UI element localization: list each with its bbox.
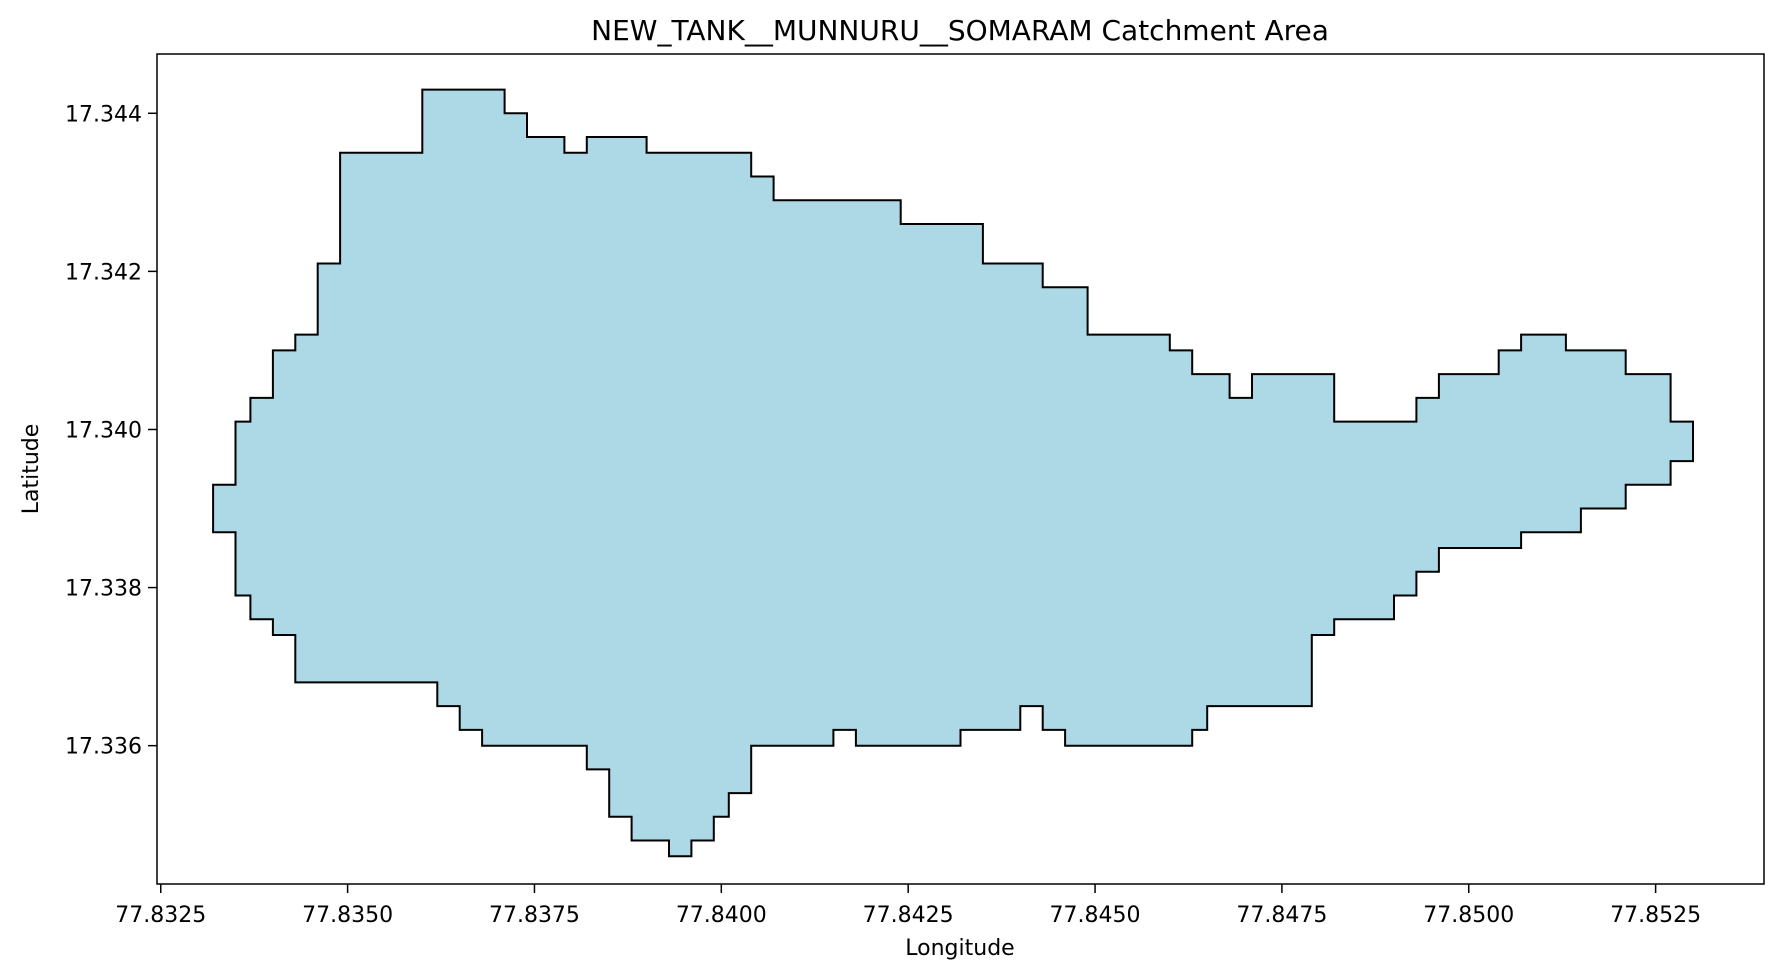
y-axis-title: Latitude (19, 424, 44, 515)
y-tick-label: 17.344 (65, 102, 142, 127)
x-tick-label: 77.8375 (489, 903, 580, 928)
y-tick-label: 17.342 (65, 260, 142, 285)
catchment-layer (212, 88, 1694, 858)
y-tick-label: 17.336 (65, 735, 142, 760)
catchment-polygon (212, 88, 1694, 858)
y-axis: 17.336 17.338 17.340 17.342 17.344 (65, 102, 157, 760)
x-tick-label: 77.8325 (115, 903, 206, 928)
x-tick-label: 77.8350 (302, 903, 393, 928)
x-tick-label: 77.8500 (1423, 903, 1514, 928)
x-tick-label: 77.8475 (1236, 903, 1327, 928)
x-axis: 77.8325 77.8350 77.8375 77.8400 77.8425 77.84… (115, 884, 1701, 928)
y-tick-label: 17.338 (65, 577, 142, 602)
x-tick-label: 77.8450 (1050, 903, 1141, 928)
y-tick-label: 17.340 (65, 418, 142, 443)
x-tick-label: 77.8425 (863, 903, 954, 928)
plot-area-border (156, 53, 1765, 885)
x-tick-label: 77.8400 (676, 903, 767, 928)
x-tick-label: 77.8525 (1610, 903, 1701, 928)
x-axis-title: Longitude (905, 936, 1014, 961)
chart-title: NEW_TANK__MUNNURU__SOMARAM Catchment Are… (591, 14, 1329, 47)
